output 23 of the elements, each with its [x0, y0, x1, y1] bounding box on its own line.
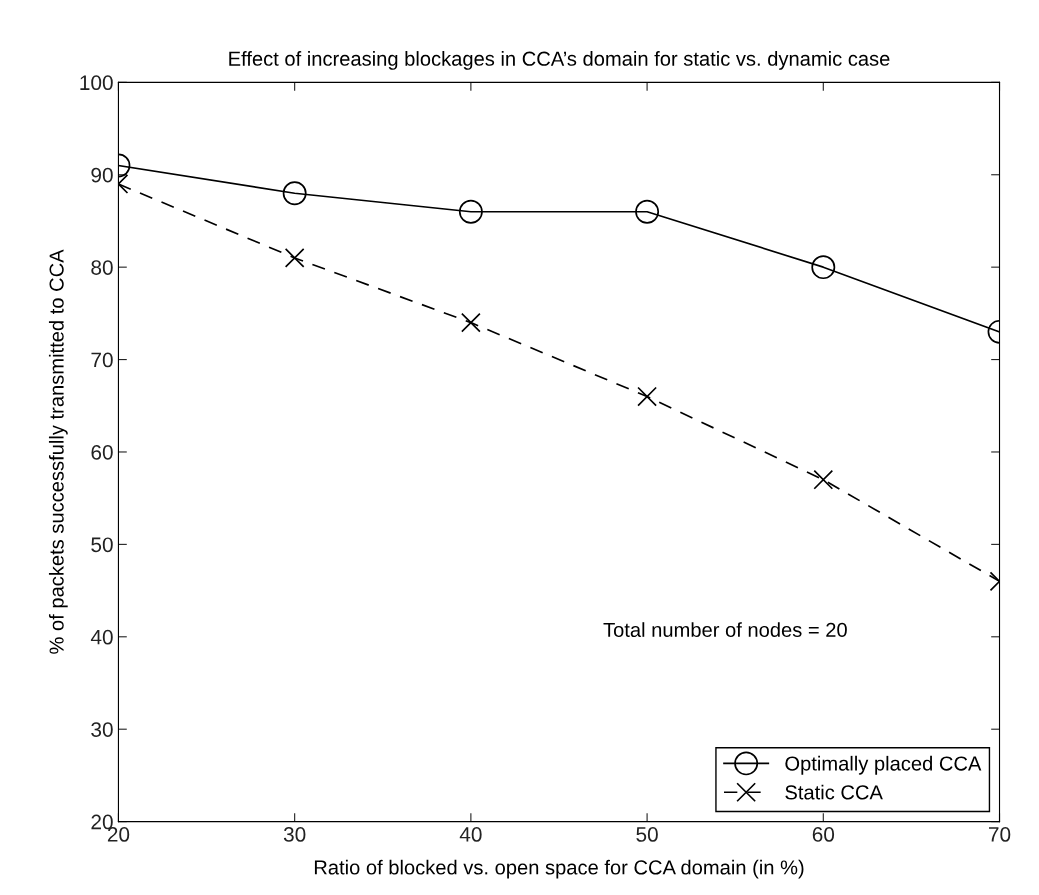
x-tick-label: 70	[989, 827, 1011, 842]
legend-label: Optimally placed CCA	[785, 755, 982, 775]
x-tick-label: 40	[459, 827, 482, 842]
x-tick-label: 60	[812, 827, 835, 842]
legend-label: Static CCA	[785, 784, 883, 800]
y-tick-label: 30	[91, 722, 113, 737]
point	[637, 386, 657, 407]
y-tick-label: 50	[91, 537, 113, 553]
chart-title: Effect of increasing blockages in CCA’s domain for static vs. dynamic case	[229, 51, 890, 70]
y-tick-label: 100	[80, 75, 113, 91]
point	[461, 312, 481, 333]
annotation: Total number of nodes = 20	[603, 622, 847, 637]
point	[635, 199, 660, 224]
y-axis-title: % of packets successfully transmitted to CCA	[48, 249, 68, 654]
y-tick-label: 70	[91, 352, 113, 368]
y-tick-label: 90	[91, 167, 113, 183]
x-tick-label: 50	[636, 827, 658, 842]
x-tick-label: 30	[283, 827, 306, 842]
x-axis-title: Ratio of blocked vs. open space for CCA domain (in %)	[314, 859, 804, 879]
point	[458, 199, 483, 224]
y-tick-label: 80	[91, 260, 113, 275]
y-tick-label: 60	[91, 444, 113, 460]
y-tick-label: 40	[90, 629, 113, 645]
